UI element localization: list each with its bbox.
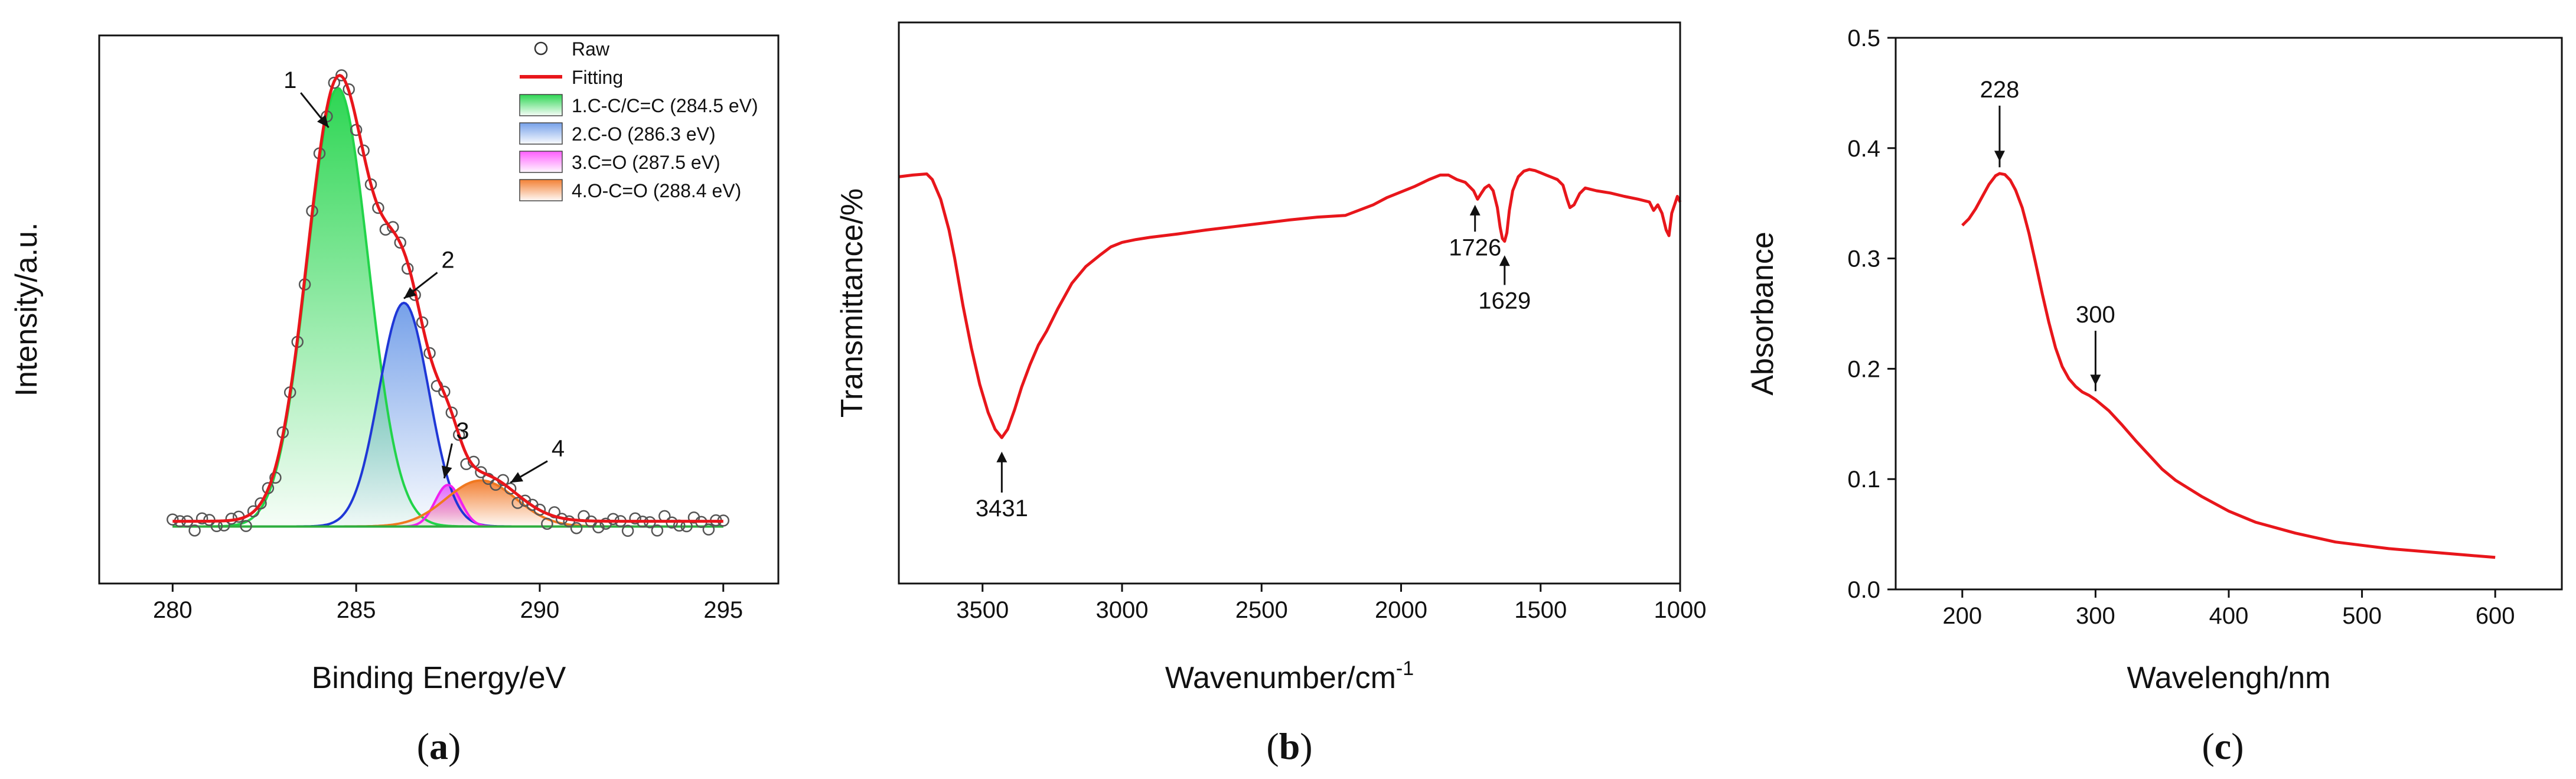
legend-label-p3: 3.C=O (287.5 eV) — [572, 152, 720, 173]
raw-point — [570, 521, 583, 534]
uvvis-curve — [1961, 172, 2496, 559]
peak-annotation-1: 1 — [283, 67, 296, 93]
panel-a-frame — [98, 34, 780, 585]
panel-c-ytick-label-2: 0.2 — [1847, 356, 1880, 382]
panel-a-xtick-label-2: 290 — [520, 597, 560, 623]
fitting-curve — [172, 74, 723, 523]
peak-arrow-1-head — [317, 115, 329, 128]
raw-point — [629, 512, 641, 525]
panel-c-ytick-label-5: 0.5 — [1847, 25, 1880, 51]
panel-c-ylabel: Absorbance — [1746, 232, 1780, 396]
panel-b-xtick-label-2: 2500 — [1235, 597, 1288, 623]
annotation-228: 228 — [1980, 77, 2020, 103]
raw-point — [511, 497, 524, 509]
raw-point — [533, 503, 546, 516]
ftir-curve — [898, 168, 1682, 439]
raw-points — [167, 69, 730, 537]
peak-2-area — [172, 302, 723, 527]
peak-arrow-3-head — [441, 465, 452, 478]
legend-label-p1: 1.C-C/C=C (284.5 eV) — [572, 95, 758, 116]
raw-point — [541, 517, 553, 530]
peak-annotation-4: 4 — [552, 436, 565, 462]
panel-c-xtick-label-2: 400 — [2209, 603, 2249, 629]
annotation-1726: 1726 — [1449, 234, 1501, 260]
panel-a: 1 2 3 4 Raw Fitting 1.C-C/C=C (284.5 eV) 2.C-O … — [9, 34, 780, 767]
panel-c-ytick-label-3: 0.3 — [1847, 246, 1880, 272]
peak-annotation-2: 2 — [441, 247, 454, 273]
peak-annotation-3: 3 — [456, 418, 469, 444]
annotation-1726-arrow-head — [1469, 204, 1481, 216]
peak-arrow-2-head — [403, 287, 417, 299]
raw-point — [188, 524, 201, 537]
panel-b-xtick-label-0: 3500 — [956, 597, 1009, 623]
panel-b-ylabel: Transmittance/% — [835, 188, 869, 418]
panel-b-label: (b) — [1266, 725, 1312, 767]
raw-point — [262, 482, 275, 494]
annotation-1629-arrow-head — [1499, 255, 1510, 266]
panel-a-label: (a) — [417, 725, 461, 767]
annotation-3431-arrow-head — [996, 451, 1007, 462]
panel-b-xtick-label-1: 3000 — [1096, 597, 1149, 623]
raw-point — [195, 512, 208, 524]
raw-point — [475, 466, 487, 478]
raw-point — [247, 505, 260, 517]
panel-c-xlabel: Wavelengh/nm — [2127, 661, 2331, 695]
raw-point — [328, 76, 341, 89]
raw-point — [702, 523, 715, 536]
peak-arrow-4-head — [510, 472, 524, 483]
legend: Raw Fitting 1.C-C/C=C (284.5 eV) 2.C-O (286… — [519, 38, 758, 201]
legend-key-p1 — [519, 94, 563, 116]
annotation-300: 300 — [2076, 302, 2115, 328]
annotation-1629: 1629 — [1478, 288, 1531, 314]
legend-key-p4 — [519, 179, 563, 201]
panel-c-ytick-label-4: 0.4 — [1847, 136, 1880, 162]
raw-point — [240, 520, 252, 532]
panel-a-xtick-label-1: 285 — [337, 597, 376, 623]
annotation-3431: 3431 — [976, 496, 1028, 521]
peak-1-area — [172, 88, 723, 527]
raw-point — [504, 482, 517, 495]
raw-point — [167, 513, 179, 526]
panel-b-xtick-label-3: 2000 — [1375, 597, 1427, 623]
panel-c: 228 300 200 300 400 500 600 0.0 0.1 0.2 0.3 0.4 0.5 W… — [1746, 25, 2563, 767]
panel-b-frame — [898, 21, 1681, 585]
raw-point — [445, 406, 458, 419]
raw-point — [621, 524, 634, 537]
legend-label-raw: Raw — [572, 38, 610, 60]
panel-c-ytick-label-0: 0.0 — [1847, 577, 1880, 603]
panel-c-xtick-label-1: 300 — [2076, 603, 2115, 629]
panel-b-xtick-label-4: 1500 — [1514, 597, 1567, 623]
raw-point — [255, 497, 267, 510]
legend-label-p4: 4.O-C=O (288.4 eV) — [572, 180, 741, 201]
raw-point — [372, 201, 384, 214]
legend-key-p3 — [519, 151, 563, 173]
raw-point — [394, 236, 406, 249]
panel-c-frame — [1894, 37, 2563, 591]
raw-point — [651, 524, 664, 537]
panel-c-ytick-label-1: 0.1 — [1847, 467, 1880, 493]
legend-key-raw — [534, 41, 548, 56]
panel-a-xtick-label-0: 280 — [153, 597, 193, 623]
annotation-228-arrow-head — [1994, 151, 2005, 162]
raw-point — [607, 513, 619, 525]
panel-a-xlabel: Binding Energy/eV — [312, 661, 566, 695]
legend-label-p2: 2.C-O (286.3 eV) — [572, 123, 716, 145]
panel-a-ylabel: Intensity/a.u. — [9, 223, 44, 397]
legend-label-fit: Fitting — [572, 67, 623, 88]
panel-c-xtick-label-0: 200 — [1942, 603, 1982, 629]
raw-point — [452, 429, 465, 441]
annotation-300-arrow-head — [2090, 374, 2101, 386]
panel-a-xtick-label-3: 295 — [703, 597, 743, 623]
panel-c-label: (c) — [2202, 725, 2244, 767]
panel-c-xtick-label-4: 600 — [2476, 603, 2515, 629]
legend-key-p2 — [519, 122, 563, 145]
panel-c-xtick-label-3: 500 — [2342, 603, 2382, 629]
panel-b-xtick-label-5: 1000 — [1654, 597, 1707, 623]
panel-b: 3431 1726 1629 3500 3000 2500 2000 1500 1000 Wave… — [835, 21, 1707, 767]
panel-b-xlabel: Wavenumber/cm-1 — [1165, 657, 1414, 695]
raw-point — [335, 69, 348, 82]
